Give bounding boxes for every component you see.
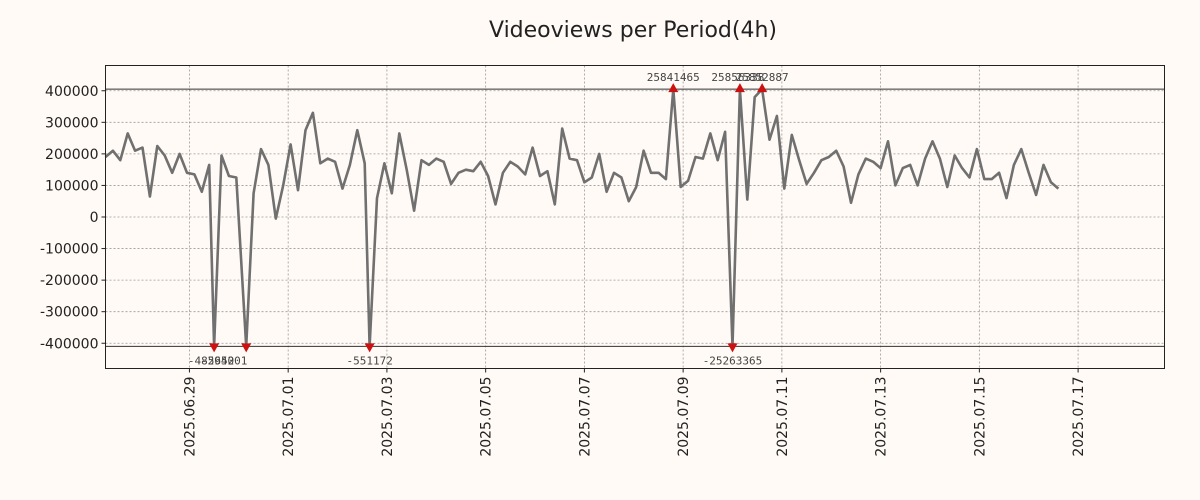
trough-marker <box>209 343 220 353</box>
x-tick-label: 2025.07.09 <box>676 377 692 457</box>
y-tick-label: -100000 <box>40 242 99 258</box>
x-tick-label: 2025.06.29 <box>182 377 198 457</box>
y-tick-label: 300000 <box>45 115 98 131</box>
trough-value-label: -294001 <box>201 354 247 367</box>
x-tick-label: 2025.07.05 <box>479 376 495 456</box>
axis-labels: -400000 -300000 -200000 -100000 0 100000 20000… <box>40 84 1087 457</box>
grid-layer <box>105 65 1165 369</box>
x-tick-label: 2025.07.15 <box>972 376 988 456</box>
peak-marker <box>668 83 679 93</box>
peak-value-label: 25856338 <box>711 71 764 84</box>
series-line <box>104 87 1060 348</box>
x-tick-label: 2025.07.13 <box>874 377 890 457</box>
chart-title: Videoviews per Period(4h) <box>489 18 777 43</box>
clip-lines <box>105 88 1165 347</box>
series-layer <box>104 87 1060 348</box>
peak-marker <box>734 83 745 93</box>
peak-value-label: 25852887 <box>736 71 789 84</box>
peak-marker <box>757 83 768 93</box>
y-tick-label: 100000 <box>45 178 98 194</box>
trough-marker <box>727 343 738 353</box>
trough-marker <box>364 343 375 353</box>
trough-value-label: -551172 <box>346 354 392 367</box>
y-tick-label: 400000 <box>45 84 98 100</box>
y-tick-label: 200000 <box>45 147 98 163</box>
x-tick-label: 2025.07.03 <box>380 377 396 457</box>
y-tick-label: -400000 <box>40 336 99 352</box>
x-tick-label: 2025.07.17 <box>1071 377 1087 457</box>
y-tick-label: -200000 <box>40 273 99 289</box>
trough-value-label: -25263365 <box>703 354 763 367</box>
x-tick-label: 2025.07.11 <box>775 377 791 457</box>
trough-marker <box>241 343 252 353</box>
peak-value-label: 25841465 <box>647 71 700 84</box>
y-tick-label: -300000 <box>40 305 99 321</box>
trough-value-label: -485652 <box>188 354 234 367</box>
x-tick-label: 2025.07.01 <box>281 377 297 457</box>
x-tick-label: 2025.07.07 <box>577 377 593 457</box>
annotation-markers: -485652-294001 -551172 25841465 -25263365 25… <box>188 71 789 367</box>
y-tick-label: 0 <box>90 210 99 226</box>
